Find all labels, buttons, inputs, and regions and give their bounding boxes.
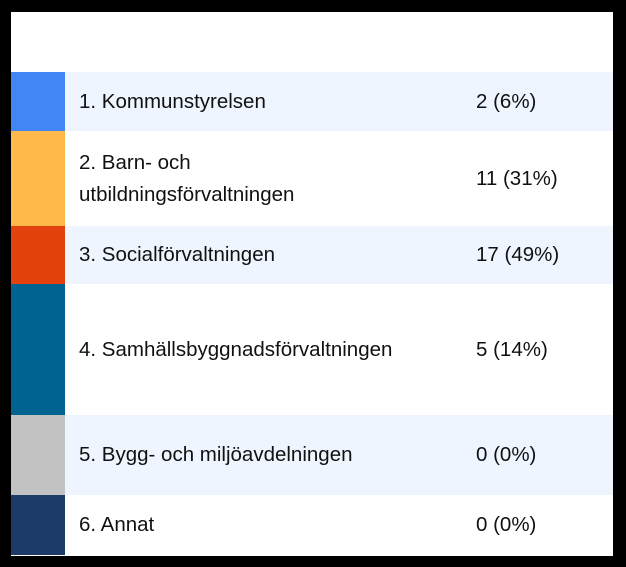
legend-table: 1. Kommunstyrelsen 2 (6%) 2. Barn- och utb… <box>11 72 613 555</box>
legend-label: 4. Samhällsbyggnadsförvaltningen <box>79 337 393 361</box>
legend-value: 2 (6%) <box>476 89 537 113</box>
legend-label: 6. Annat <box>79 513 155 536</box>
legend-swatch <box>11 72 65 131</box>
legend-value: 0 (0%) <box>476 443 537 466</box>
legend-panel: 1. Kommunstyrelsen 2 (6%) 2. Barn- och utb… <box>11 12 613 556</box>
legend-swatch <box>11 284 65 415</box>
legend-swatch <box>11 415 65 495</box>
legend-label: 1. Kommunstyrelsen <box>79 89 266 113</box>
legend-row: 2. Barn- och utbildningsförvaltningen 11 … <box>11 131 613 226</box>
legend-swatch <box>11 131 65 226</box>
legend-row: 4. Samhällsbyggnadsförvaltningen 5 (14%) <box>11 284 613 415</box>
legend-label: 2. Barn- och utbildningsförvaltningen <box>79 150 295 206</box>
legend-label: 3. Socialförvaltningen <box>79 243 276 266</box>
legend-value: 5 (14%) <box>476 337 548 361</box>
legend-swatch <box>11 495 65 555</box>
legend-value: 0 (0%) <box>476 513 537 536</box>
legend-swatch <box>11 226 65 284</box>
legend-row: 6. Annat 0 (0%) <box>11 495 613 555</box>
legend-row: 1. Kommunstyrelsen 2 (6%) <box>11 72 613 131</box>
legend-label: 5. Bygg- och miljöavdelningen <box>79 443 353 466</box>
legend-value: 11 (31%) <box>476 166 558 190</box>
legend-row: 3. Socialförvaltningen 17 (49%) <box>11 226 613 284</box>
legend-value: 17 (49%) <box>476 243 560 266</box>
legend-row: 5. Bygg- och miljöavdelningen 0 (0%) <box>11 415 613 495</box>
